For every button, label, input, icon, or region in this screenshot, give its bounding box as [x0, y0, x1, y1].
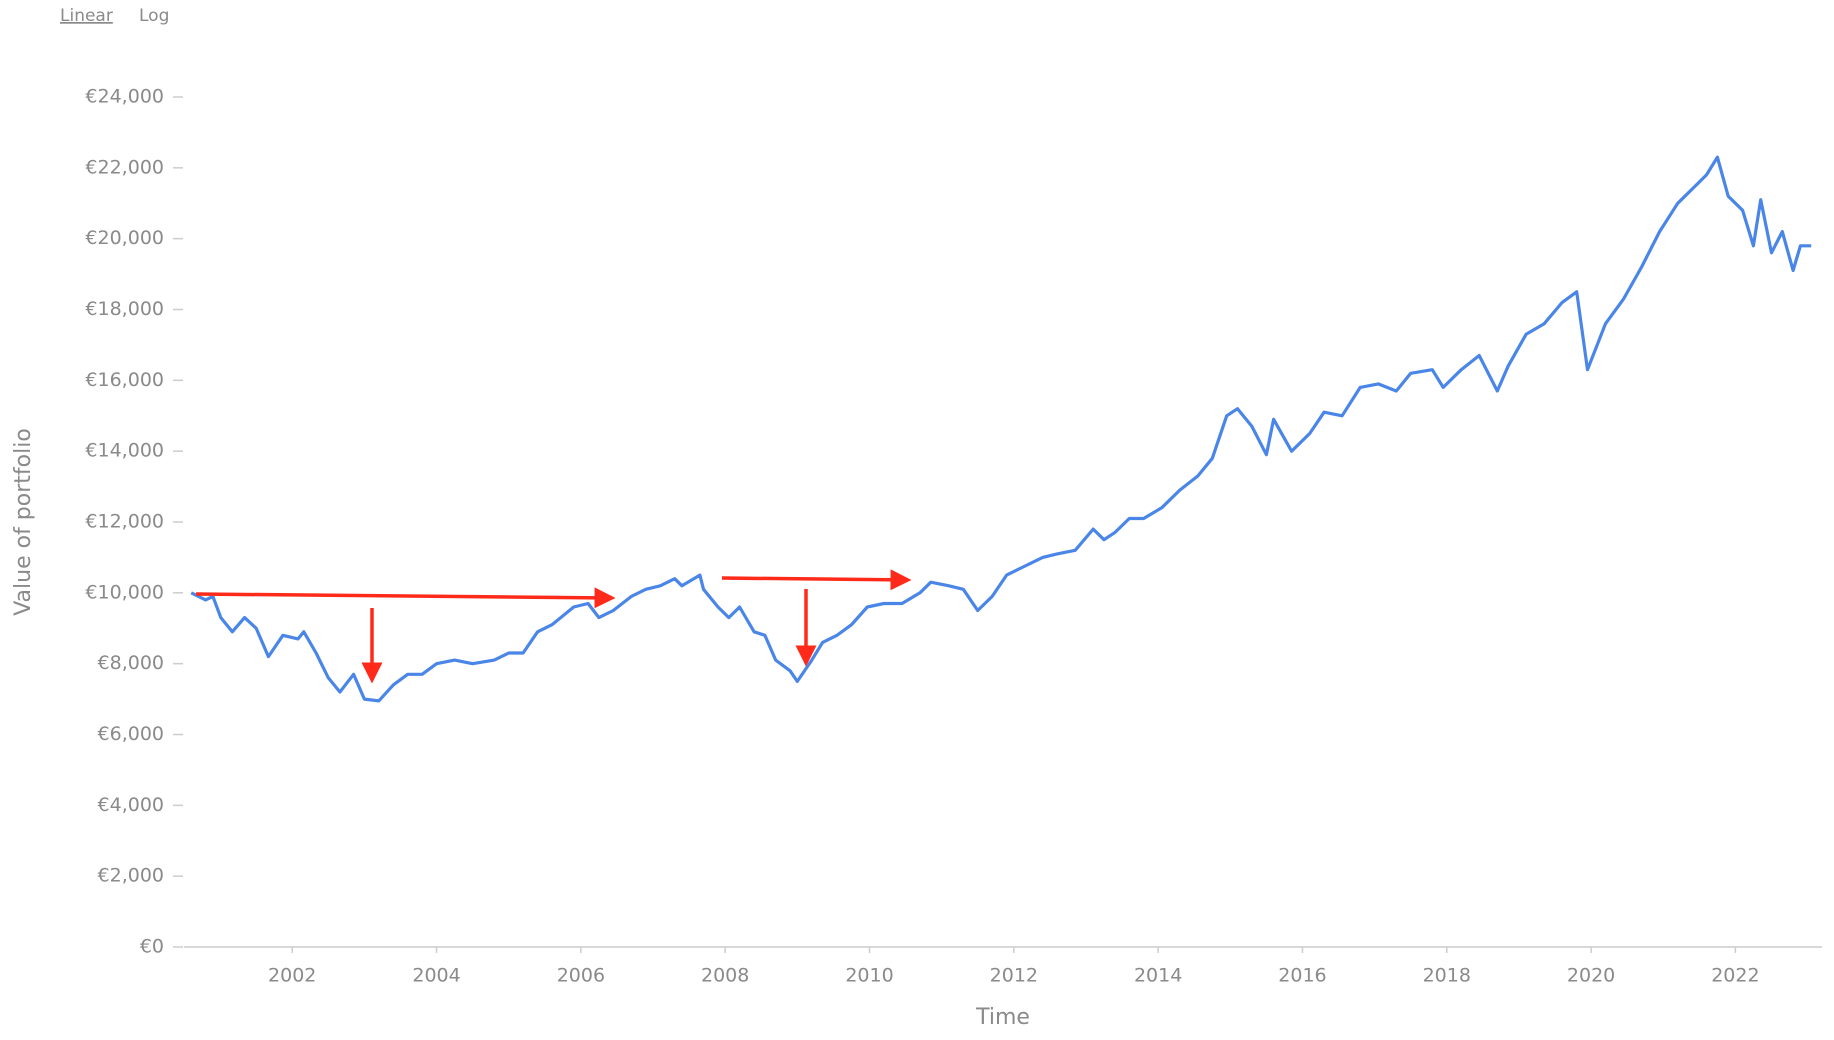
y-tick-label: €4,000 — [98, 794, 164, 816]
arrow — [195, 587, 616, 609]
linear-toggle[interactable]: Linear — [60, 6, 113, 26]
x-tick-label: 2008 — [701, 965, 749, 987]
arrow — [721, 569, 912, 591]
y-tick-label: €10,000 — [85, 581, 164, 603]
x-tick-label: 2002 — [268, 965, 316, 987]
log-toggle[interactable]: Log — [139, 6, 169, 26]
y-tick-label: €24,000 — [85, 86, 164, 108]
x-tick-label: 2010 — [845, 965, 893, 987]
y-tick-label: €18,000 — [85, 298, 164, 320]
x-tick-label: 2016 — [1278, 965, 1326, 987]
x-tick-label: 2004 — [412, 965, 460, 987]
y-tick-label: €2,000 — [98, 865, 164, 887]
series-line — [190, 155, 1812, 703]
y-tick-label: €12,000 — [85, 511, 164, 533]
x-axis-label: Time — [975, 1005, 1030, 1030]
y-tick-label: €16,000 — [85, 369, 164, 391]
x-tick-label: 2012 — [990, 965, 1038, 987]
annotations — [195, 569, 912, 684]
x-tick-label: 2014 — [1134, 965, 1182, 987]
x-tick-label: 2022 — [1711, 965, 1759, 987]
y-tick-label: €6,000 — [98, 723, 164, 745]
x-tick-label: 2018 — [1423, 965, 1471, 987]
x-tick-label: 2020 — [1567, 965, 1615, 987]
y-tick-label: €0 — [140, 936, 164, 958]
y-tick-label: €14,000 — [85, 440, 164, 462]
x-tick-label: 2006 — [557, 965, 605, 987]
y-tick-label: €20,000 — [85, 227, 164, 249]
y-tick-label: €8,000 — [98, 652, 164, 674]
y-axis-label: Value of portfolio — [11, 428, 36, 616]
y-tick-label: €22,000 — [85, 156, 164, 178]
